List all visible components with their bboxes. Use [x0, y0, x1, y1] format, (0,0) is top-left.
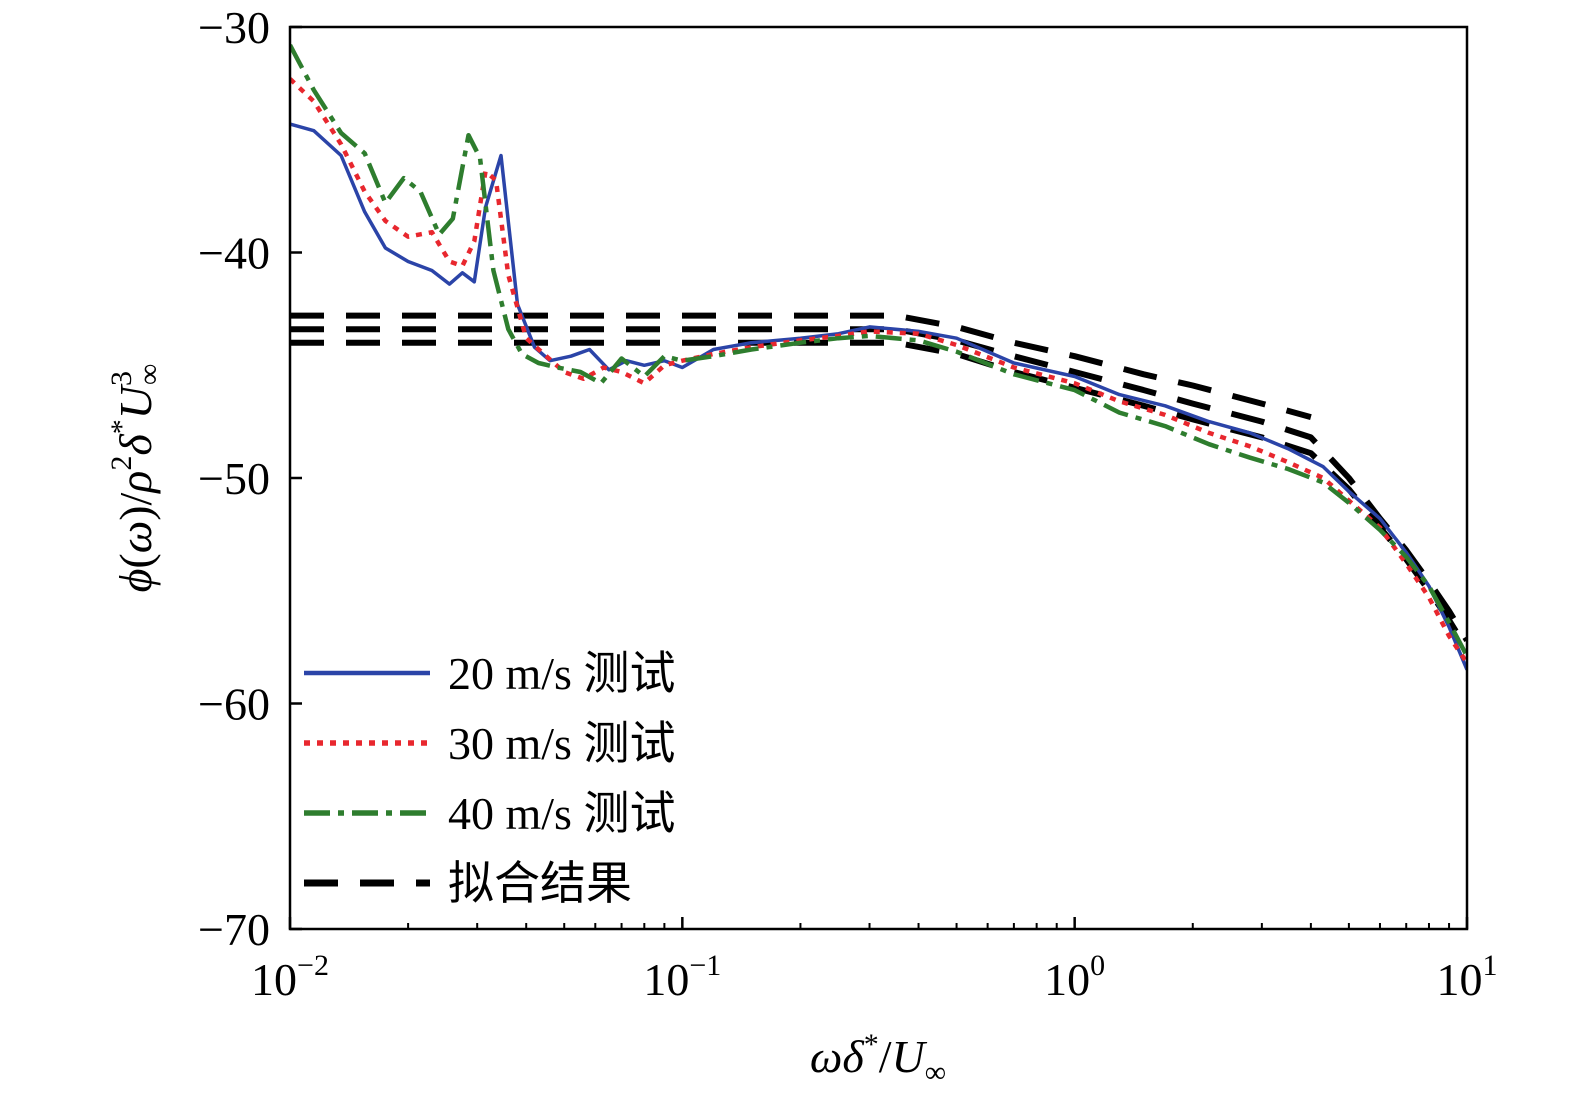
- y-tick-label: −60: [198, 679, 270, 730]
- ylabel-sup-3: 3: [105, 371, 138, 386]
- series-line-3: [290, 43, 1467, 658]
- x-tick-exponent: 0: [1090, 949, 1105, 982]
- x-tick-exponent: −1: [689, 949, 721, 982]
- ylabel-sub-inf: ∞: [133, 364, 166, 385]
- svg-text:ωδ*/U∞: ωδ*/U∞: [810, 1028, 946, 1089]
- x-axis-label: ωδ*/U∞: [810, 1028, 946, 1089]
- xlabel-u: U: [892, 1031, 928, 1082]
- x-tick-base: 10: [1044, 954, 1090, 1005]
- series-line-4: [290, 312, 1312, 420]
- y-tick-label: −30: [198, 2, 270, 53]
- xlabel-sup-star: *: [864, 1028, 879, 1061]
- xlabel-slash: /: [879, 1031, 892, 1082]
- legend-label: 40 m/s 测试: [448, 788, 675, 839]
- legend-label: 拟合结果: [448, 858, 632, 909]
- series-line-1: [290, 122, 1467, 671]
- x-tick-base: 10: [251, 954, 297, 1005]
- legend-label: 20 m/s 测试: [448, 648, 675, 699]
- ylabel-u: U: [110, 383, 161, 419]
- series-layer: [290, 43, 1467, 671]
- ylabel-delta: δ: [110, 434, 161, 456]
- y-tick-label: −70: [198, 904, 270, 955]
- svg-text:ϕ(ω)/ρ2δ*U3∞: ϕ(ω)/ρ2δ*U3∞: [105, 364, 166, 593]
- ylabel-phi: ϕ: [110, 569, 161, 593]
- y-axis-label: ϕ(ω)/ρ2δ*U3∞: [105, 364, 166, 593]
- x-tick-label: 10−2: [251, 949, 329, 1005]
- ylabel-paren-open: (: [110, 553, 161, 568]
- x-tick-exponent: 1: [1483, 949, 1498, 982]
- legend-label: 30 m/s 测试: [448, 718, 675, 769]
- ylabel-rho: ρ: [110, 471, 161, 495]
- x-tick-label: 10−1: [643, 949, 721, 1005]
- ylabel-paren-close: )/: [110, 492, 161, 520]
- xlabel-omega: ω: [810, 1031, 842, 1082]
- x-tick-label: 100: [1044, 949, 1105, 1005]
- series-line-5: [290, 326, 1467, 642]
- series-line-2: [290, 77, 1467, 665]
- series-line-6: [290, 339, 1467, 651]
- x-tick-base: 10: [1437, 954, 1483, 1005]
- x-tick-label: 101: [1437, 949, 1498, 1005]
- x-tick-base: 10: [643, 954, 689, 1005]
- xlabel-sub-inf: ∞: [925, 1056, 946, 1089]
- x-tick-exponent: −2: [297, 949, 329, 982]
- y-tick-label: −40: [198, 228, 270, 279]
- y-tick-label: −50: [198, 453, 270, 504]
- ylabel-sup-star: *: [105, 419, 138, 434]
- xlabel-delta: δ: [842, 1031, 864, 1082]
- ylabel-sup-2: 2: [105, 456, 138, 471]
- ylabel-omega: ω: [110, 521, 161, 553]
